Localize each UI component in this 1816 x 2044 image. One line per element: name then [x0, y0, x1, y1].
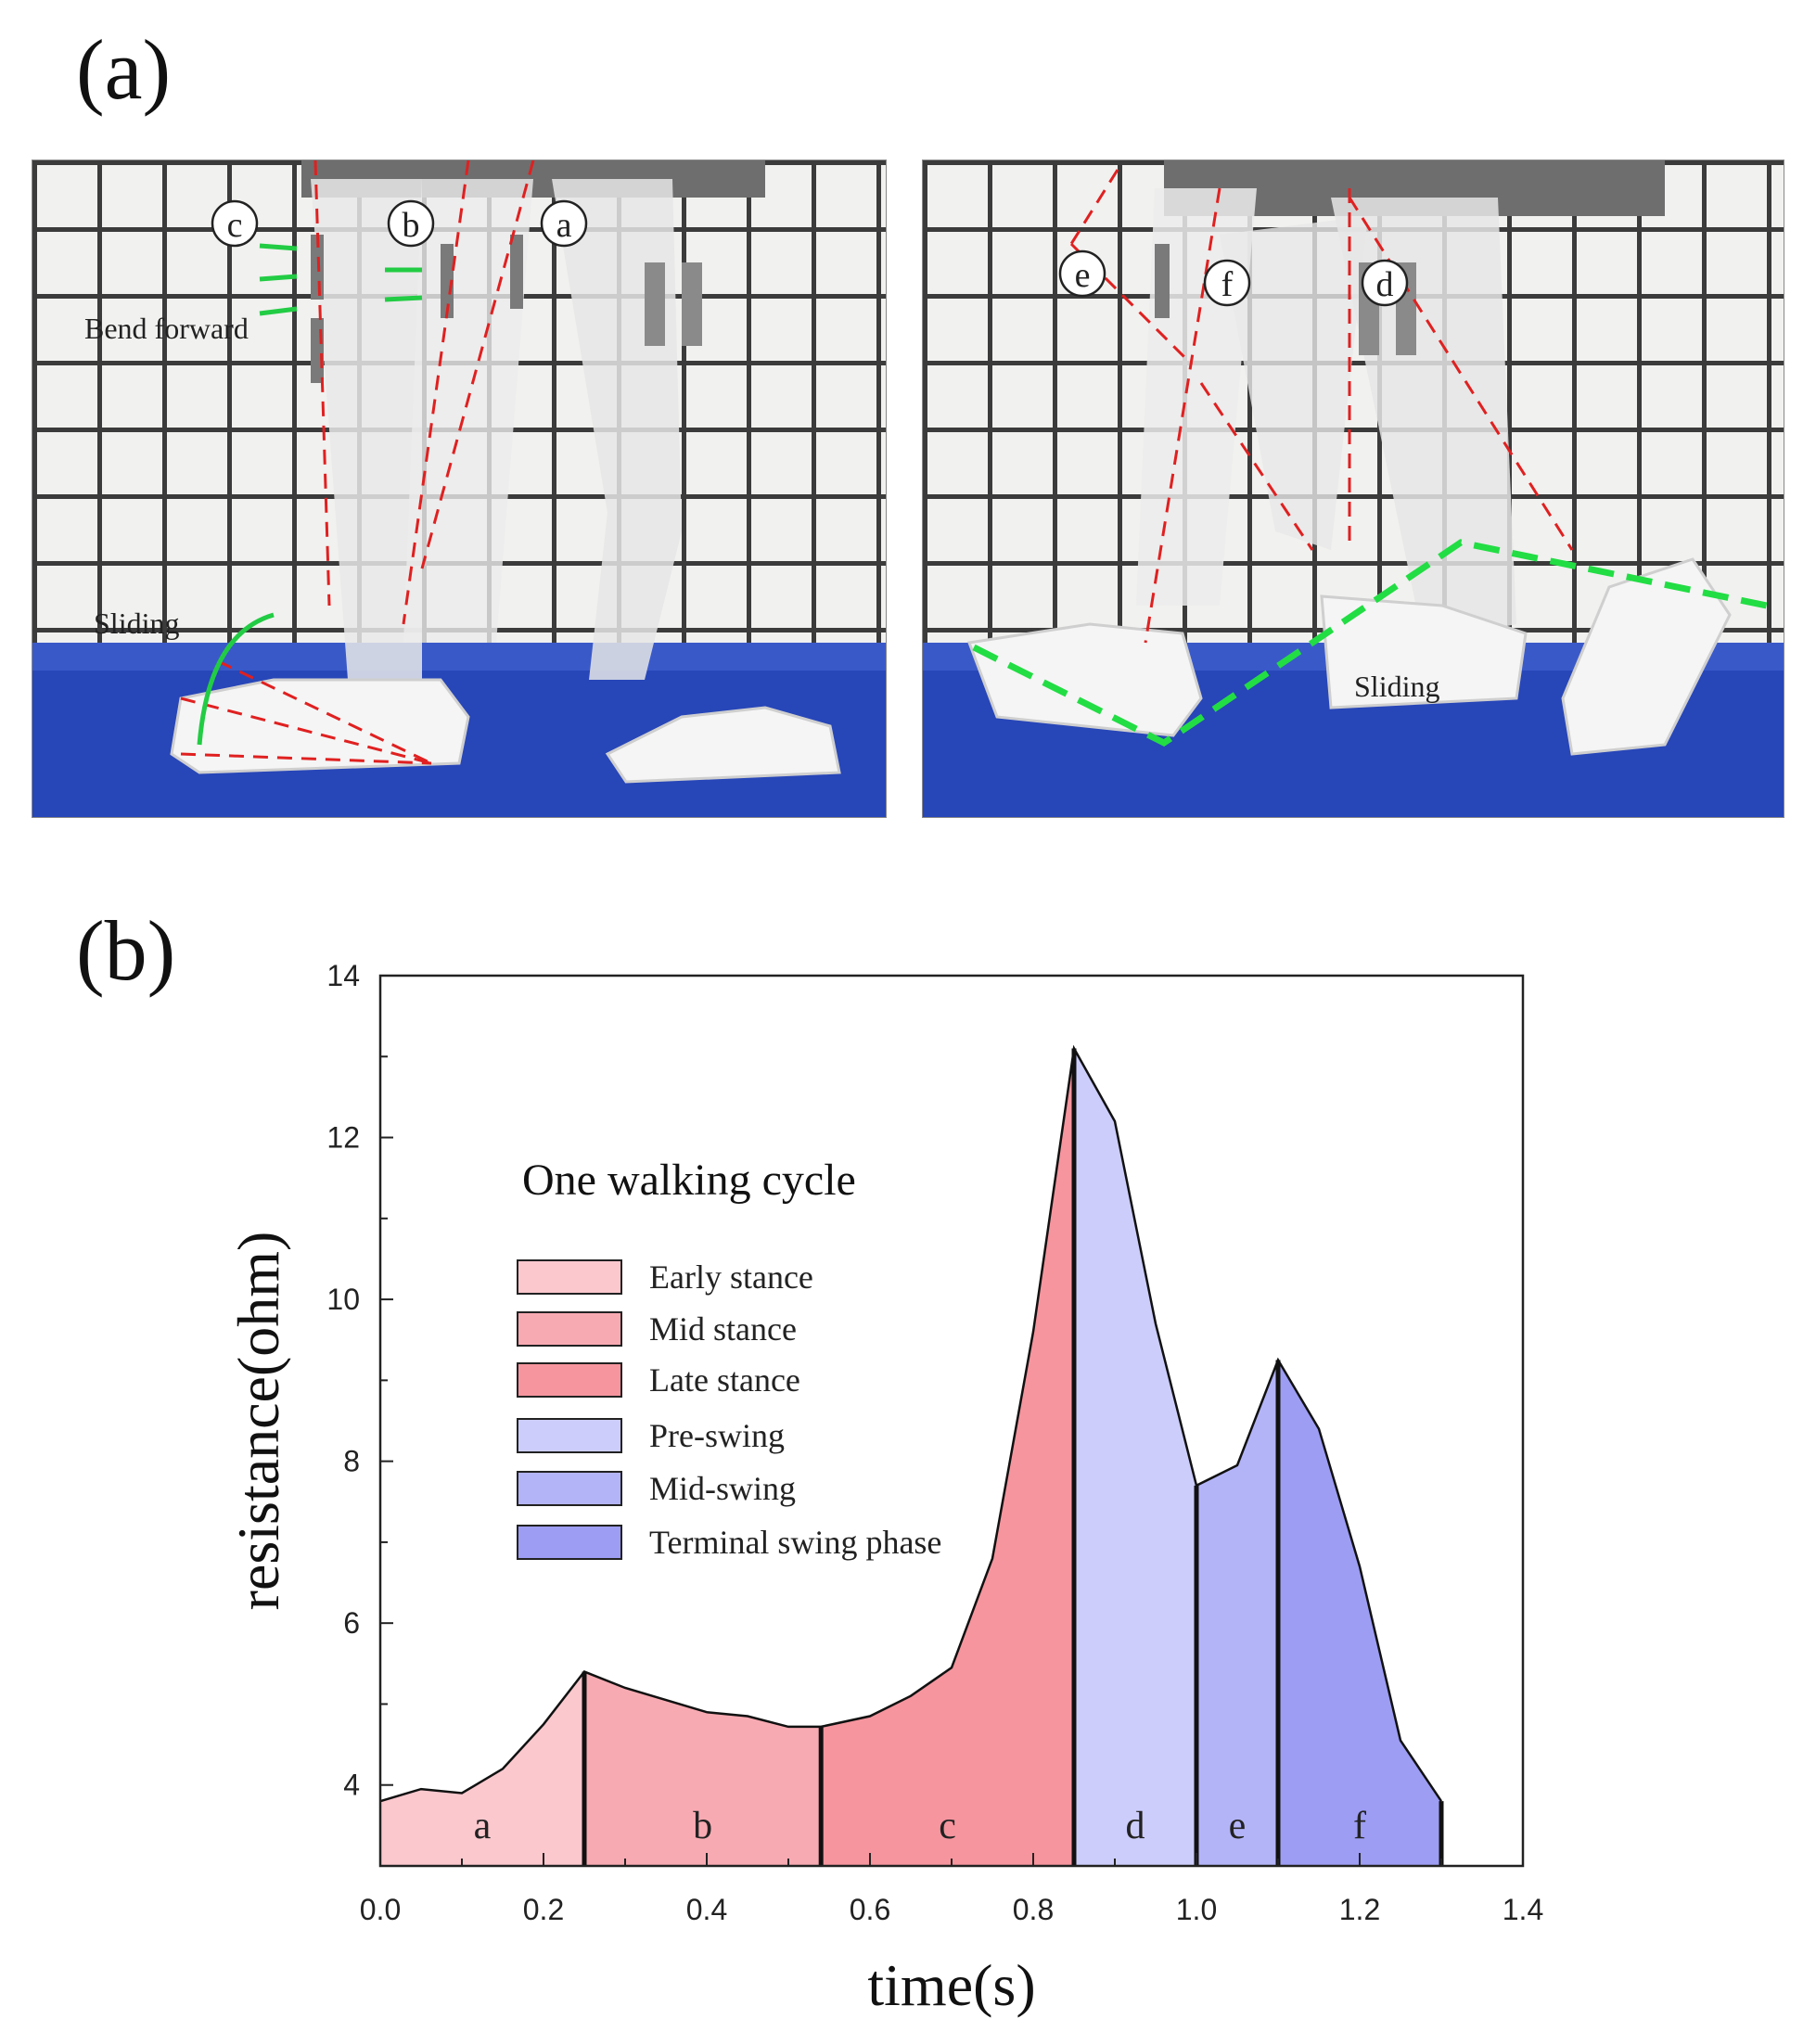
- legend-swatch-e: [517, 1471, 622, 1506]
- phase-letter-a: a: [474, 1805, 492, 1847]
- legend-label-f: Terminal swing phase: [649, 1524, 941, 1561]
- gait-photo-left: c b a Bend forward Sliding: [32, 160, 887, 818]
- legend-swatch-c: [517, 1362, 622, 1398]
- left-markers: c b a: [211, 199, 588, 248]
- legend-label-d: Pre-swing: [649, 1417, 785, 1454]
- phase-letter-b: b: [693, 1805, 712, 1847]
- marker-d: d: [1376, 265, 1394, 304]
- sliding-label-right: Sliding: [1354, 670, 1439, 703]
- x-tick-label: 0.0: [360, 1893, 401, 1926]
- x-tick-label: 1.0: [1176, 1893, 1217, 1926]
- x-axis-label: time(s): [867, 1952, 1035, 2018]
- legend-swatch-b: [517, 1311, 622, 1347]
- y-axis-label: resistance(ohm): [225, 1232, 291, 1611]
- x-tick-label: 1.2: [1339, 1893, 1380, 1926]
- marker-f: f: [1221, 265, 1234, 304]
- phase-region-a: [380, 1671, 584, 1866]
- phase-dividers: [582, 1048, 1444, 1866]
- y-tick-label: 14: [326, 959, 360, 992]
- resistance-curve: [379, 1044, 1443, 1803]
- x-tick-label: 0.6: [850, 1893, 890, 1926]
- phase-letter-f: f: [1353, 1805, 1366, 1847]
- chart-svg: a b c d e f 0.0 0.2 0.4 0.6 0.8 1.0 1.2 1.4 4 6 8 10 12 1…: [225, 959, 1543, 2018]
- right-markers: e f d: [1058, 249, 1409, 307]
- y-axis-ticks: 4 6 8 10 12 14: [326, 959, 393, 1867]
- legend-title: One walking cycle: [522, 1156, 856, 1205]
- resistance-chart: a b c d e f 0.0 0.2 0.4 0.6 0.8 1.0 1.2 1.4 4 6 8 10 12 1…: [0, 890, 1816, 2039]
- legend: Early stance Mid stance Late stance Pre-swi…: [517, 1258, 941, 1561]
- bend-forward-label: Bend forward: [84, 312, 249, 345]
- x-tick-label: 0.2: [523, 1893, 564, 1926]
- phase-region-f: [1278, 1360, 1441, 1866]
- phase-letter-c: c: [939, 1805, 956, 1847]
- gait-photo-right: e f d Sliding: [922, 160, 1784, 818]
- legend-swatch-f: [517, 1525, 622, 1560]
- x-tick-label: 0.8: [1013, 1893, 1054, 1926]
- legend-label-b: Mid stance: [649, 1310, 797, 1348]
- x-tick-label: 0.4: [686, 1893, 727, 1926]
- phase-region-d: [1074, 1048, 1196, 1866]
- y-tick-label: 10: [326, 1283, 360, 1316]
- marker-e: e: [1075, 256, 1091, 295]
- y-tick-label: 6: [343, 1606, 360, 1640]
- panel-a-label: (a): [76, 22, 172, 117]
- legend-swatch-d: [517, 1418, 622, 1453]
- phase-letter-d: d: [1126, 1805, 1145, 1847]
- y-tick-label: 8: [343, 1445, 360, 1478]
- marker-b: b: [403, 206, 420, 245]
- marker-c: c: [227, 206, 243, 245]
- legend-label-a: Early stance: [649, 1258, 813, 1296]
- x-tick-label: 1.4: [1503, 1893, 1543, 1926]
- phase-letters: a b c d e f: [474, 1805, 1366, 1847]
- panel-b-label: (b): [76, 903, 176, 998]
- resistance-curve-group: [379, 1044, 1443, 1803]
- phase-letter-e: e: [1229, 1805, 1247, 1847]
- legend-swatch-a: [517, 1259, 622, 1295]
- legend-label-e: Mid-swing: [649, 1470, 796, 1507]
- x-axis-ticks: 0.0 0.2 0.4 0.6 0.8 1.0 1.2 1.4: [360, 1853, 1543, 1926]
- y-tick-label: 4: [343, 1769, 360, 1802]
- sliding-label-left: Sliding: [94, 607, 179, 640]
- phase-region-e: [1196, 1360, 1278, 1866]
- legend-label-c: Late stance: [649, 1361, 800, 1399]
- y-tick-label: 12: [326, 1121, 360, 1155]
- phase-region-c: [821, 1048, 1074, 1866]
- marker-a: a: [556, 206, 572, 245]
